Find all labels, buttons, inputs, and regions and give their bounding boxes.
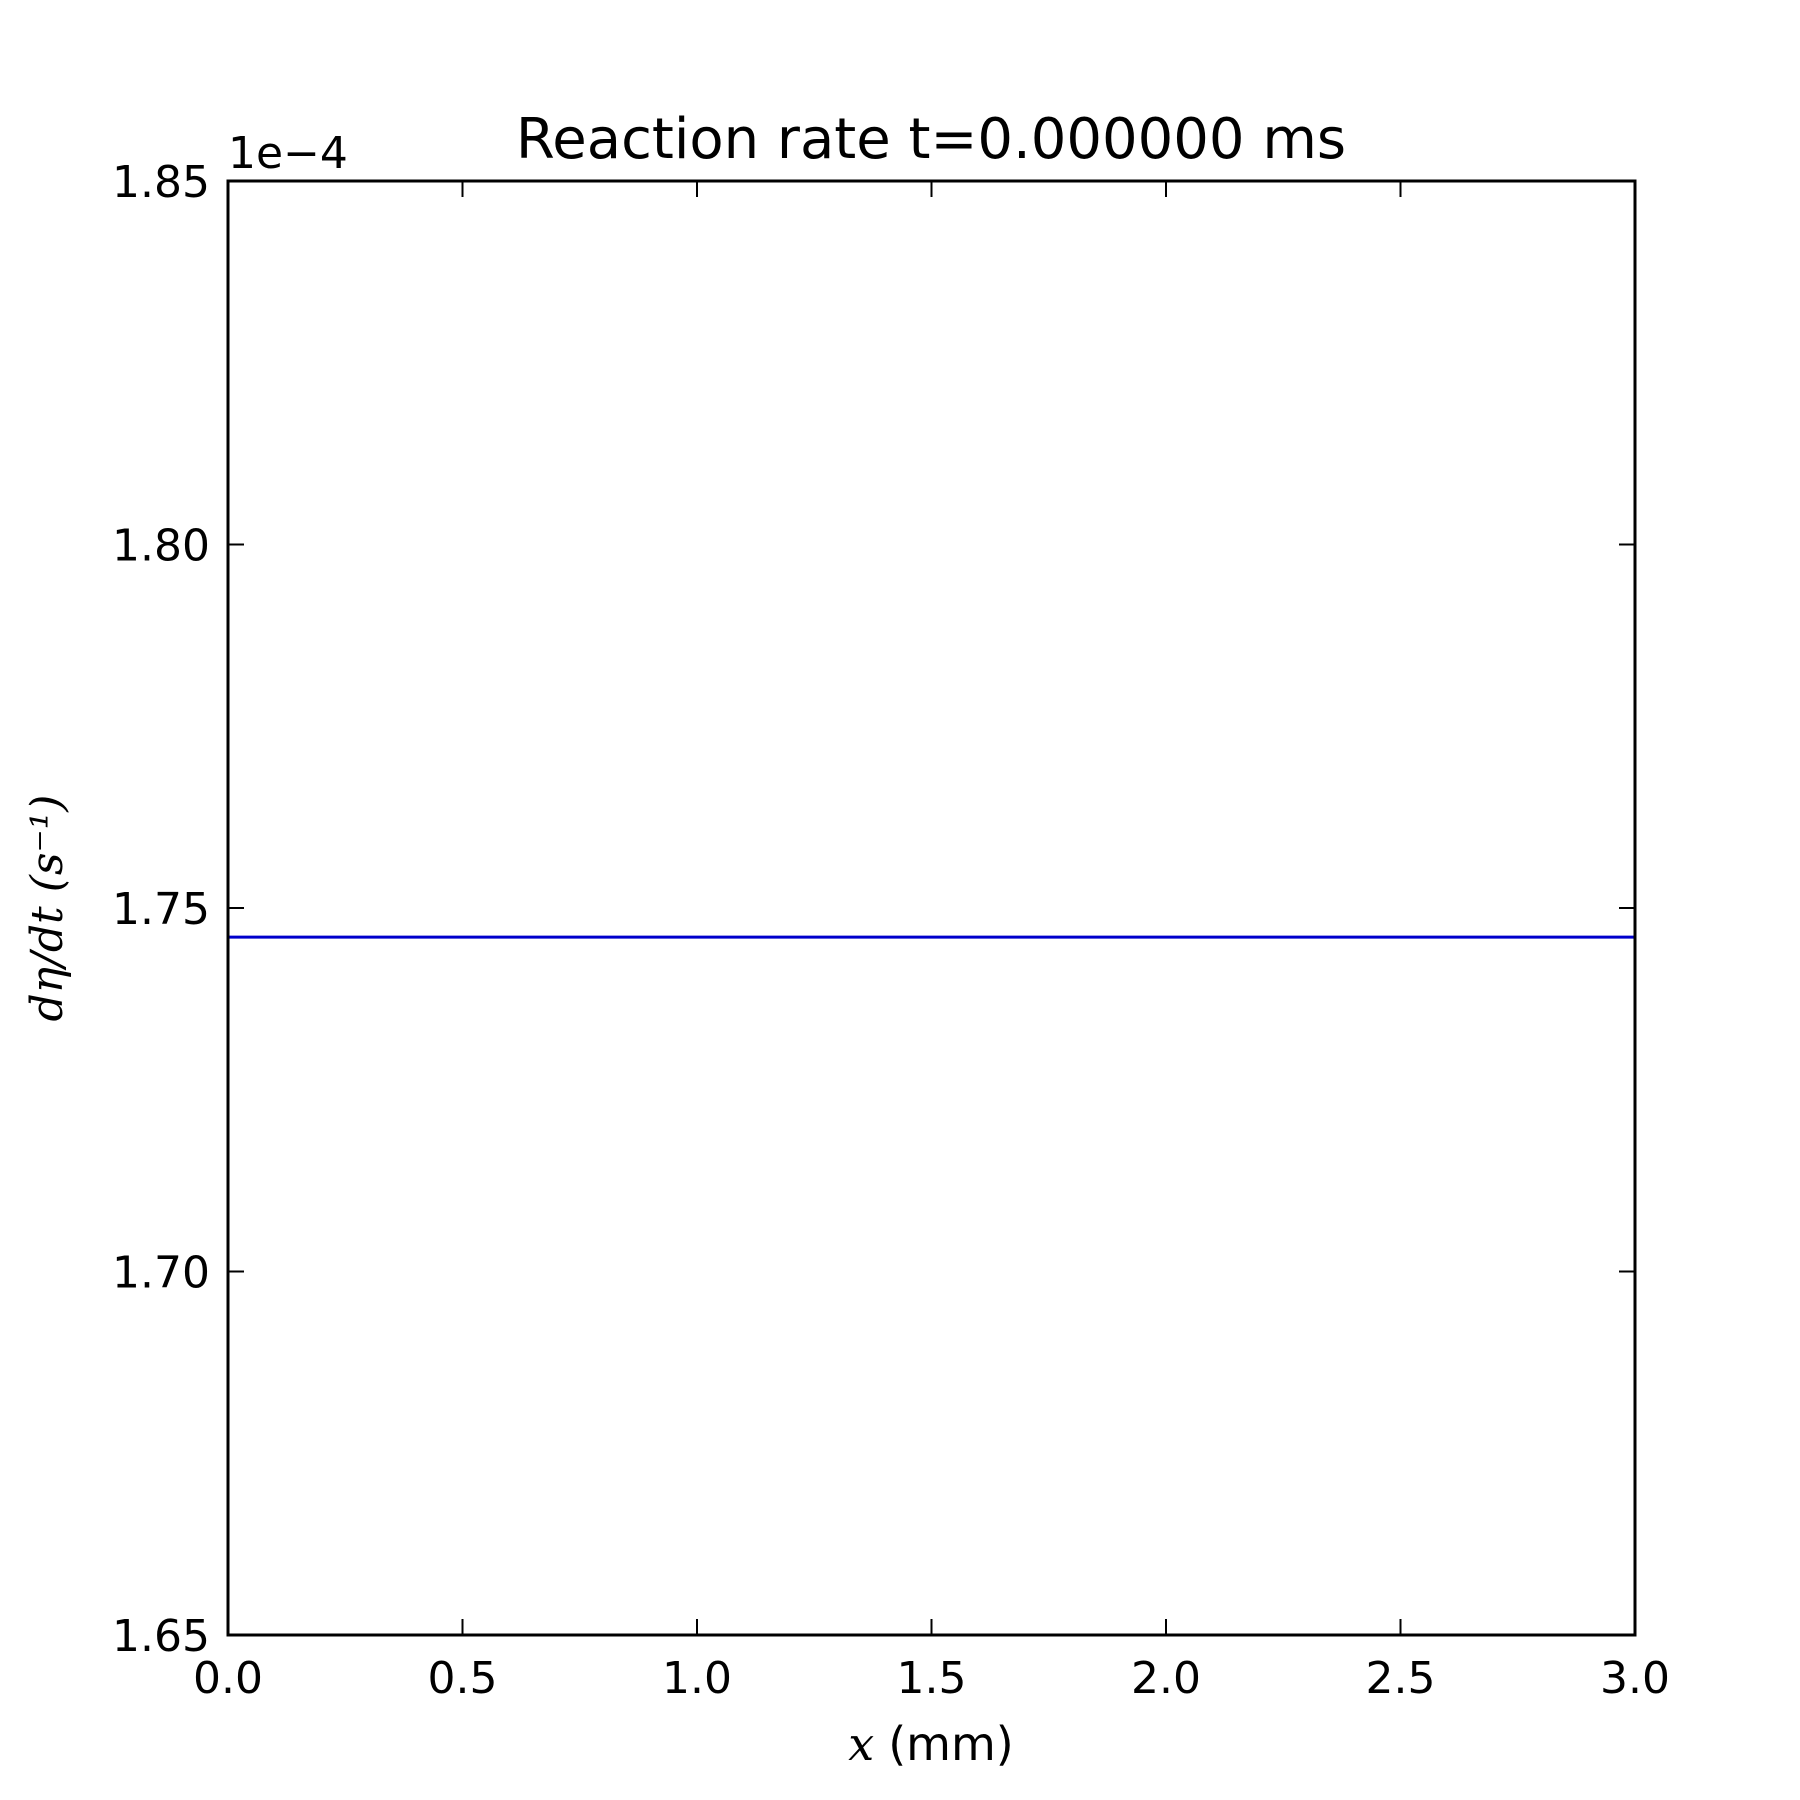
x-tick-label: 2.0 [1131, 1653, 1201, 1704]
y-offset-label: 1e−4 [228, 128, 348, 179]
x-tick-label: 0.5 [428, 1653, 498, 1704]
y-tick-label: 1.75 [112, 884, 210, 935]
x-tick-label: 0.0 [193, 1653, 263, 1704]
x-tick-label: 2.5 [1366, 1653, 1436, 1704]
x-tick-label: 3.0 [1600, 1653, 1670, 1704]
chart-title: Reaction rate t=0.000000 ms [516, 107, 1346, 172]
x-axis-label-unit: (mm) [888, 1717, 1014, 1771]
x-axis-label: x (mm) [848, 1717, 1013, 1771]
x-axis-label-math: x [848, 1717, 874, 1771]
y-tick-label: 1.80 [112, 521, 210, 572]
y-tick-label: 1.70 [112, 1248, 210, 1299]
axis-ticks: 0.0 0.5 1.0 1.5 2.0 2.5 3.0 1.65 1.70 1.75 1.80 1.8… [112, 157, 1670, 1704]
x-tick-label: 1.0 [662, 1653, 732, 1704]
y-tick-label: 1.65 [112, 1611, 210, 1662]
y-tick-label: 1.85 [112, 157, 210, 208]
y-axis-label: dη/dt (s⁻¹) [22, 795, 73, 1022]
x-tick-label: 1.5 [897, 1653, 967, 1704]
